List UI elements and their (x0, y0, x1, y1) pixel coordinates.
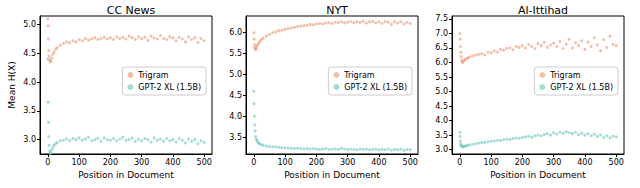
svg-text:GPT-2 XL (1.5B): GPT-2 XL (1.5B) (344, 83, 407, 92)
svg-text:4.5: 4.5 (229, 91, 242, 100)
svg-text:500: 500 (609, 158, 624, 167)
svg-text:3.5: 3.5 (435, 131, 448, 140)
svg-text:200: 200 (309, 158, 324, 167)
svg-text:3.5: 3.5 (23, 106, 36, 115)
svg-text:6.0: 6.0 (229, 28, 242, 37)
svg-text:5.0: 5.0 (23, 20, 36, 29)
svg-text:3.0: 3.0 (435, 145, 448, 154)
svg-text:400: 400 (371, 158, 386, 167)
svg-text:400: 400 (577, 158, 592, 167)
svg-text:Mean H(X): Mean H(X) (7, 61, 17, 108)
svg-text:7.5: 7.5 (435, 14, 448, 23)
svg-text:CC News: CC News (107, 4, 156, 17)
svg-text:5.5: 5.5 (229, 49, 242, 58)
svg-text:500: 500 (197, 158, 212, 167)
svg-text:200: 200 (515, 158, 530, 167)
svg-text:300: 300 (134, 158, 149, 167)
svg-text:4.5: 4.5 (23, 49, 36, 58)
svg-text:GPT-2 XL (1.5B): GPT-2 XL (1.5B) (138, 83, 201, 92)
svg-text:7.0: 7.0 (435, 29, 448, 38)
svg-text:NYT: NYT (326, 4, 348, 17)
svg-text:300: 300 (340, 158, 355, 167)
svg-text:300: 300 (546, 158, 561, 167)
svg-text:6.0: 6.0 (435, 58, 448, 67)
svg-text:100: 100 (483, 158, 498, 167)
svg-text:4.0: 4.0 (229, 112, 242, 121)
svg-text:500: 500 (403, 158, 418, 167)
svg-text:100: 100 (71, 158, 86, 167)
svg-text:4.0: 4.0 (435, 116, 448, 125)
svg-text:5.0: 5.0 (229, 70, 242, 79)
svg-text:400: 400 (165, 158, 180, 167)
svg-text:Position in Document: Position in Document (78, 170, 174, 180)
svg-text:5.5: 5.5 (435, 73, 448, 82)
svg-text:100: 100 (277, 158, 292, 167)
svg-text:Trigram: Trigram (343, 71, 374, 80)
svg-text:6.5: 6.5 (435, 43, 448, 52)
svg-text:Position in Document: Position in Document (490, 170, 586, 180)
svg-text:Al-Ittihad: Al-Ittihad (518, 4, 568, 17)
svg-text:Trigram: Trigram (137, 71, 168, 80)
svg-text:5.0: 5.0 (435, 87, 448, 96)
svg-text:Trigram: Trigram (549, 71, 580, 80)
svg-text:3.0: 3.0 (23, 135, 36, 144)
svg-text:0: 0 (457, 158, 462, 167)
svg-text:4.0: 4.0 (23, 78, 36, 87)
svg-text:200: 200 (103, 158, 118, 167)
svg-text:Position in Document: Position in Document (284, 170, 380, 180)
svg-text:4.5: 4.5 (435, 102, 448, 111)
svg-text:0: 0 (251, 158, 256, 167)
svg-text:GPT-2 XL (1.5B): GPT-2 XL (1.5B) (550, 83, 613, 92)
svg-text:3.5: 3.5 (229, 133, 242, 142)
svg-text:0: 0 (45, 158, 50, 167)
